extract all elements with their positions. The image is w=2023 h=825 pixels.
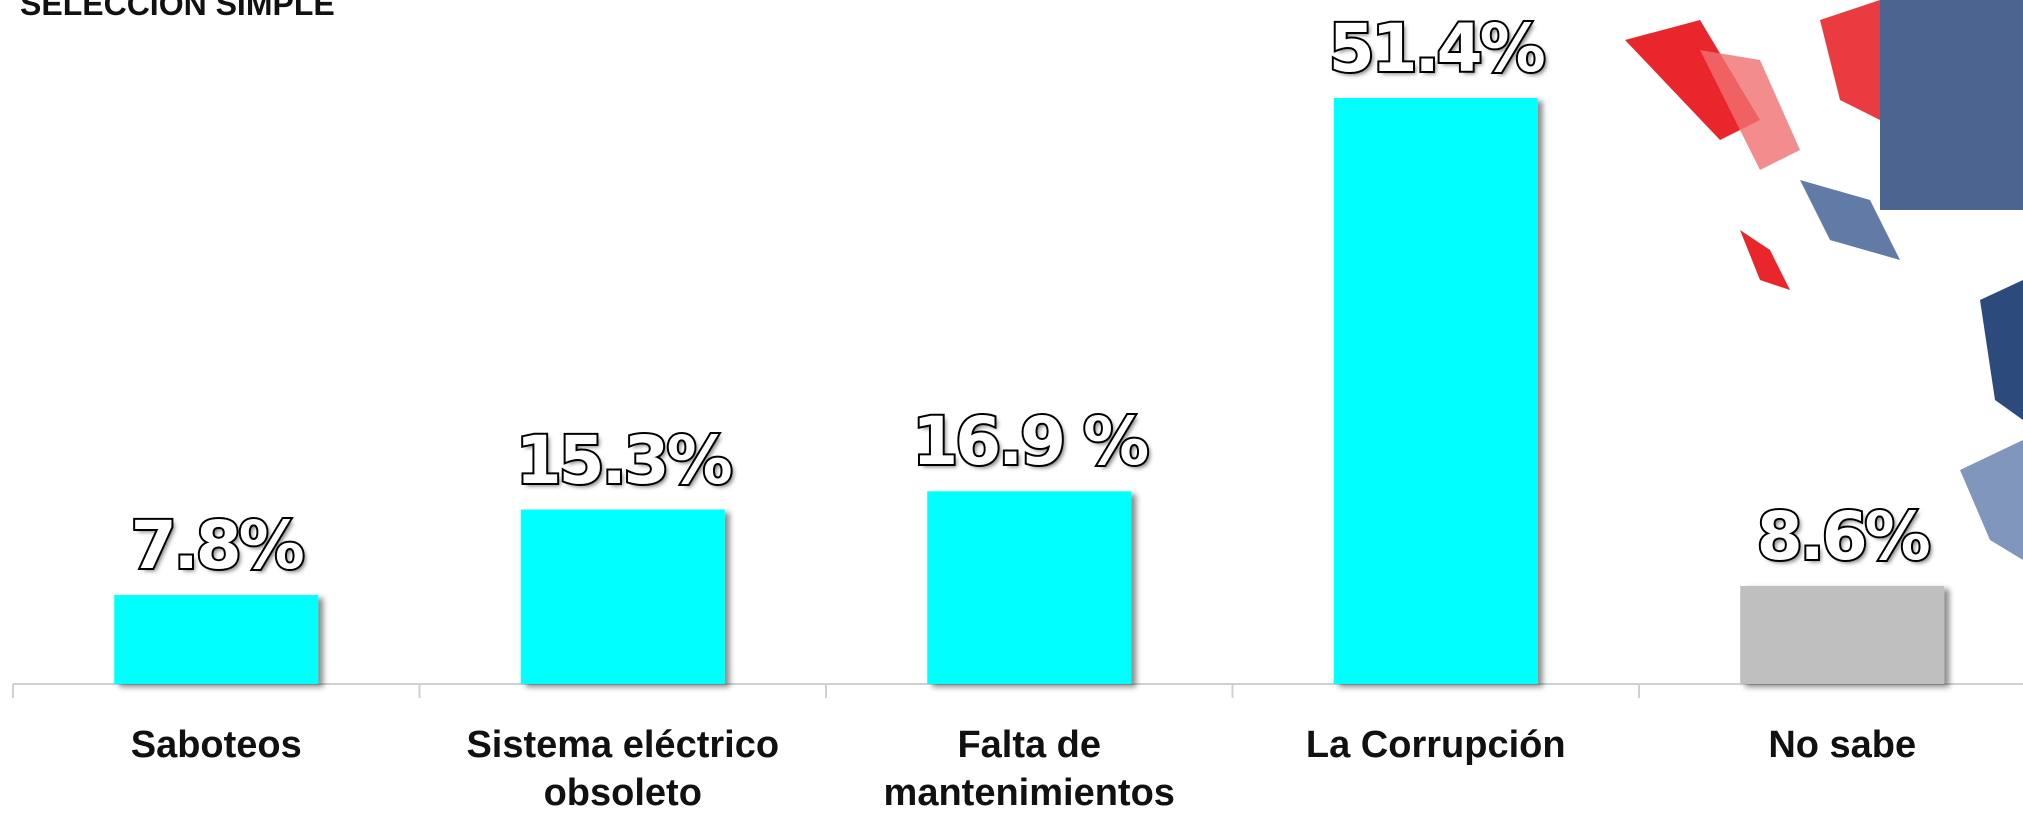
page: SELECCIÓN SIMPLE (() => { const data = J… bbox=[0, 0, 2023, 825]
bar bbox=[1740, 586, 1944, 684]
decoration bbox=[1625, 0, 2023, 560]
data-label: 7.8% bbox=[36, 507, 396, 584]
x-tick-label: La Corrupción bbox=[1256, 722, 1616, 770]
x-tick-label: Saboteos bbox=[36, 722, 396, 770]
x-tick-label: No sabe bbox=[1662, 722, 2022, 770]
bar bbox=[114, 595, 318, 684]
bar bbox=[1334, 98, 1538, 684]
bar bbox=[927, 491, 1131, 684]
chart-title: SELECCIÓN SIMPLE bbox=[20, 0, 335, 23]
data-label: 15.3% bbox=[443, 422, 803, 499]
x-tick-label: Falta de mantenimientos bbox=[849, 722, 1209, 817]
bar bbox=[521, 510, 725, 684]
data-label: 8.6% bbox=[1662, 498, 2022, 575]
data-label: 51.4% bbox=[1256, 10, 1616, 87]
x-tick-label: Sistema eléctrico obsoleto bbox=[443, 722, 803, 817]
data-label: 16.9 % bbox=[849, 403, 1209, 480]
